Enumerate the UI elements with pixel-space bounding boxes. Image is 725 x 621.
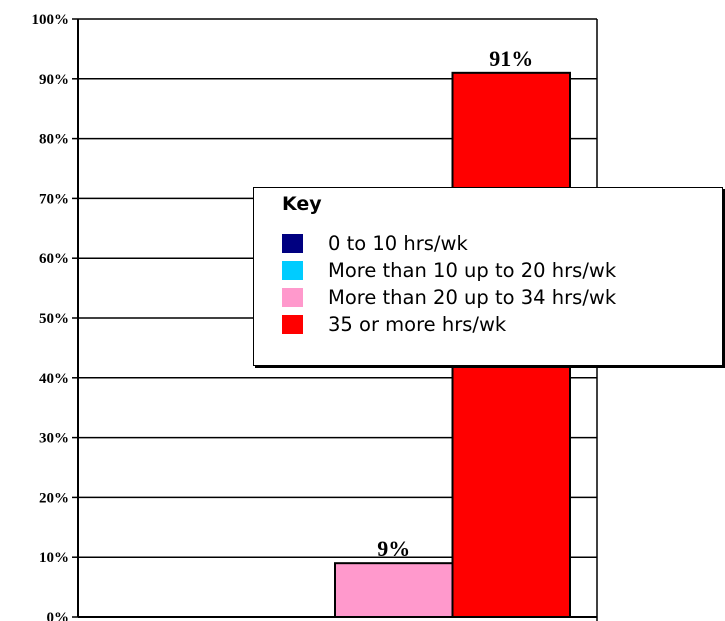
legend-item-0-10: 0 to 10 hrs/wk — [282, 231, 468, 255]
legend-swatch — [282, 233, 303, 253]
legend-item-10-20: More than 10 up to 20 hrs/wk — [282, 258, 616, 282]
bar — [334, 562, 454, 618]
y-tick-label: 100% — [32, 12, 70, 28]
legend-label: More than 10 up to 20 hrs/wk — [328, 258, 617, 282]
y-tick-label: 50% — [39, 311, 69, 327]
y-tick-label: 30% — [39, 431, 69, 447]
data-label: 9% — [377, 536, 410, 561]
y-tick-label: 40% — [39, 371, 69, 387]
data-label: 91% — [489, 46, 533, 71]
legend: Key 0 to 10 hrs/wk More than 10 up to 20… — [253, 187, 723, 366]
y-tick-label: 80% — [39, 132, 69, 148]
y-tick-label: 70% — [39, 191, 69, 207]
legend-label: More than 20 up to 34 hrs/wk — [328, 285, 617, 309]
legend-label: 0 to 10 hrs/wk — [328, 231, 468, 255]
legend-label: 35 or more hrs/wk — [328, 312, 507, 336]
data-labels: 9% 91% — [377, 46, 533, 561]
legend-swatch — [282, 287, 303, 307]
legend-item-35-plus: 35 or more hrs/wk — [282, 312, 506, 336]
legend-swatch — [282, 314, 303, 334]
y-tick-label: 90% — [39, 72, 69, 88]
legend-item-20-34: More than 20 up to 34 hrs/wk — [282, 285, 616, 309]
legend-title: Key — [282, 193, 322, 215]
y-tick-label: 10% — [39, 550, 69, 566]
y-tick-label: 20% — [39, 490, 69, 506]
y-axis-tick-labels: 0% 10% 20% 30% 40% 50% 60% 70% 80% 90% 100% — [32, 12, 70, 621]
y-tick-label: 0% — [47, 610, 70, 621]
y-tick-label: 60% — [39, 251, 69, 267]
legend-swatch — [282, 260, 303, 280]
